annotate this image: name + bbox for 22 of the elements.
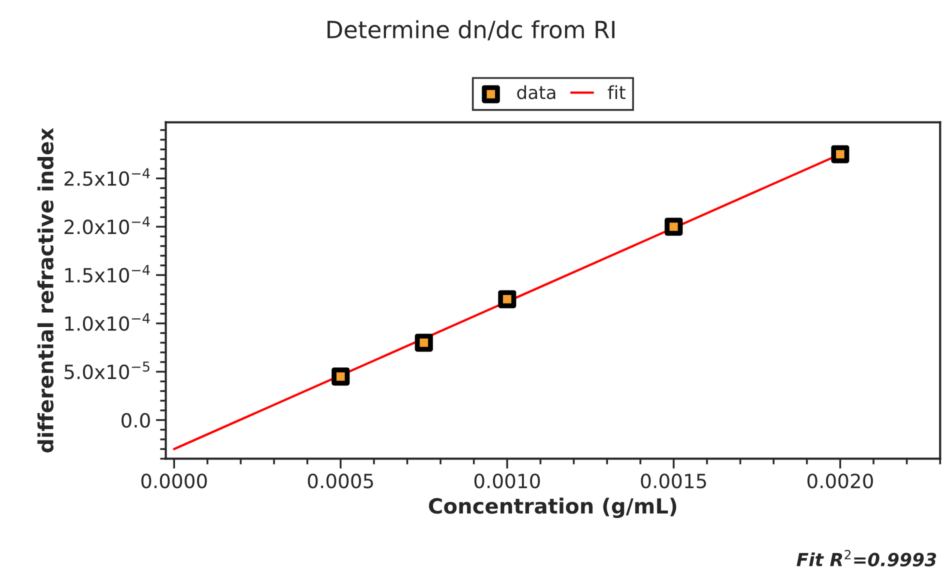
x-tick-label: 0.0000 — [141, 474, 207, 488]
y-tick-label: 2.5x10$^{−4}$ — [64, 168, 150, 186]
x-tick-label: 0.0005 — [308, 474, 373, 488]
x-axis-title: Concentration (g/mL) — [428, 498, 676, 518]
point — [414, 334, 433, 352]
point — [664, 218, 683, 236]
x-tick-label: 0.0020 — [807, 474, 873, 488]
text: Fit R$^{2}$=0.9993 — [796, 550, 936, 566]
point — [831, 145, 850, 164]
y-tick-label: 1.0x10$^{−4}$ — [65, 313, 150, 331]
point — [332, 368, 350, 386]
y-tick-label: 0.0 — [122, 413, 150, 428]
y-tick-label: 2.0x10$^{−4}$ — [64, 216, 150, 234]
x-tick-label: 0.0015 — [640, 474, 706, 488]
y-tick-label: 5.0x10$^{−5}$ — [64, 362, 150, 380]
chart-title: Determine dn/dc from RI — [328, 20, 614, 40]
y-axis-title: differential refractive index — [37, 128, 54, 452]
point — [498, 290, 516, 308]
y-tick-label: 1.5x10$^{−4}$ — [65, 264, 150, 283]
x-tick-label: 0.0010 — [474, 474, 540, 488]
legend-label: fit — [608, 85, 626, 99]
legend-label: data — [517, 85, 556, 100]
